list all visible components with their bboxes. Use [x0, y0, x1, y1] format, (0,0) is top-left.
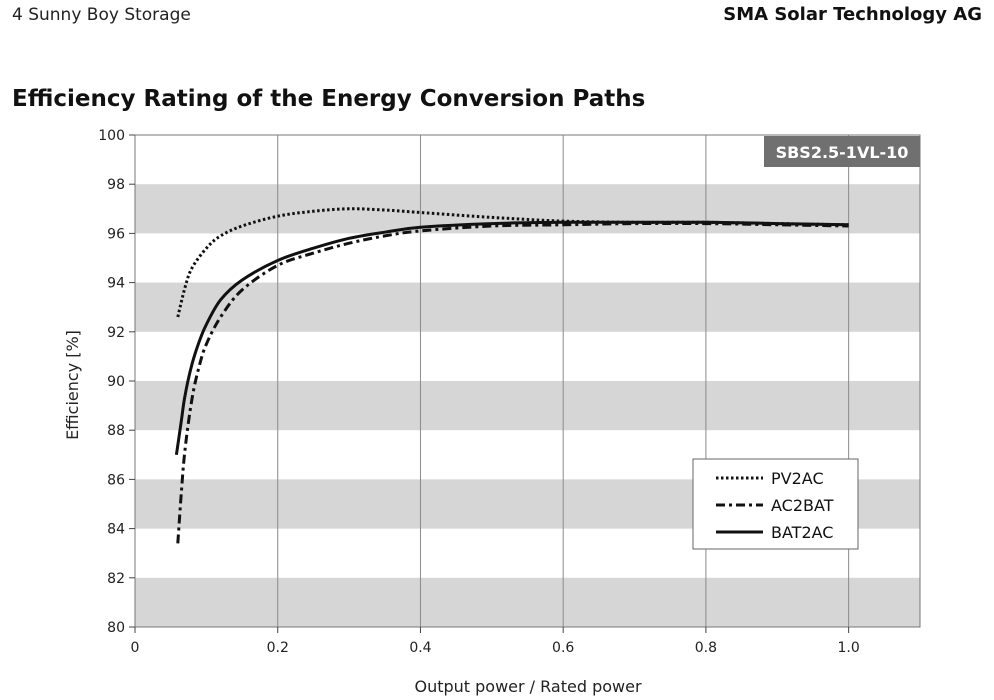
- data-series: [174, 207, 849, 544]
- y-tick-label: 90: [107, 374, 125, 390]
- grid-bands: [135, 184, 920, 627]
- axis-ticks: 80 82 84 86 88 90 92 94 96 98 100 0 0.2 0.4 0.6 0.8 1.0: [98, 128, 860, 656]
- model-badge-bg: [764, 136, 920, 167]
- x-tick-label: 0: [131, 640, 140, 656]
- series-line-bat2ac: [174, 220, 849, 456]
- x-axis-label: Output power / Rated power: [414, 677, 641, 696]
- y-axis-label: Efficiency [%]: [63, 330, 82, 440]
- model-badge-text: SBS2.5-1VL-10: [776, 143, 909, 162]
- grid-band: [135, 282, 920, 332]
- model-badge: SBS2.5-1VL-10: [764, 136, 920, 167]
- x-tick-label: 0.2: [267, 640, 289, 656]
- grid-band: [135, 381, 920, 431]
- y-tick-label: 92: [107, 325, 125, 341]
- x-tick-label: 1.0: [838, 640, 860, 656]
- x-tick-label: 0.4: [409, 640, 431, 656]
- legend-label-ac2bat: AC2BAT: [771, 496, 834, 515]
- y-tick-label: 86: [107, 472, 125, 488]
- header-section-label: 4 Sunny Boy Storage: [12, 5, 191, 25]
- legend: PV2AC AC2BAT BAT2AC: [692, 458, 859, 550]
- y-tick-label: 84: [107, 522, 125, 538]
- legend-label-bat2ac: BAT2AC: [771, 523, 833, 542]
- y-tick-label: 94: [107, 276, 125, 292]
- grid-band: [135, 577, 920, 627]
- y-tick-label: 80: [107, 620, 125, 636]
- y-tick-label: 98: [107, 177, 125, 193]
- chart-title: Efficiency Rating of the Energy Conversi…: [12, 86, 646, 112]
- y-tick-label: 100: [98, 128, 125, 144]
- header-company-name: SMA Solar Technology AG: [723, 4, 982, 25]
- y-tick-label: 88: [107, 423, 125, 439]
- x-tick-label: 0.8: [695, 640, 717, 656]
- x-tick-label: 0.6: [552, 640, 574, 656]
- y-tick-label: 82: [107, 571, 125, 587]
- y-tick-label: 96: [107, 226, 125, 242]
- legend-label-pv2ac: PV2AC: [771, 469, 824, 488]
